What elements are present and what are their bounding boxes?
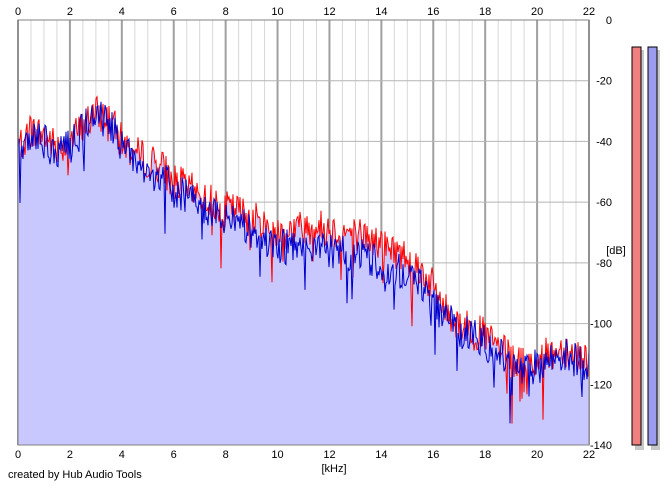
level-meter-bar — [647, 46, 658, 446]
x-tick-label-bottom: 6 — [171, 449, 177, 461]
credit-text: created by Hub Audio Tools — [8, 469, 142, 481]
level-meter-bar — [631, 46, 642, 446]
x-tick-label-top: 10 — [271, 6, 283, 18]
y-tick-label: 0 — [606, 15, 612, 27]
x-tick-label-bottom: 22 — [583, 449, 595, 461]
x-tick-label-top: 22 — [583, 6, 595, 18]
x-tick-label-bottom: 20 — [531, 449, 543, 461]
y-axis-label: [dB] — [606, 245, 626, 257]
x-tick-label-bottom: 14 — [375, 449, 387, 461]
x-tick-label-bottom: 10 — [271, 449, 283, 461]
x-tick-label-bottom: 12 — [323, 449, 335, 461]
x-tick-label-bottom: 18 — [479, 449, 491, 461]
x-tick-label-top: 2 — [67, 6, 73, 18]
y-tick-labels: 0 -20 -40 -60 -80 -100 -120 -140 — [590, 15, 612, 452]
x-tick-label-top: 8 — [223, 6, 229, 18]
x-tick-label-top: 18 — [479, 6, 491, 18]
x-tick-label-bottom: 0 — [15, 449, 21, 461]
y-tick-label: -80 — [596, 258, 612, 270]
x-axis-label: [kHz] — [321, 463, 346, 475]
x-tick-label-bottom: 2 — [67, 449, 73, 461]
series-lines — [17, 95, 590, 424]
x-tick-label-bottom: 8 — [223, 449, 229, 461]
x-tick-label-bottom: 16 — [427, 449, 439, 461]
x-tick-label-top: 16 — [427, 6, 439, 18]
y-tick-label: -140 — [590, 440, 612, 452]
x-tick-label-top: 14 — [375, 6, 387, 18]
x-tick-label-top: 12 — [323, 6, 335, 18]
y-tick-label: -20 — [596, 76, 612, 88]
x-tick-label-bottom: 4 — [119, 449, 125, 461]
x-tick-labels-bottom: 0 2 4 6 8 10 12 14 16 18 20 22 — [15, 449, 595, 461]
y-tick-label: -100 — [590, 319, 612, 331]
x-tick-labels-top: 0 2 4 6 8 10 12 14 16 18 20 22 — [15, 6, 595, 18]
x-tick-label-top: 20 — [531, 6, 543, 18]
plot-border — [17, 19, 590, 446]
y-tick-label: -60 — [596, 197, 612, 209]
y-tick-label: -120 — [590, 379, 612, 391]
y-tick-label: -40 — [596, 136, 612, 148]
plot-frame — [17, 19, 590, 446]
series-blue-line — [17, 101, 590, 424]
level-meters — [631, 46, 660, 450]
x-tick-label-top: 4 — [119, 6, 125, 18]
x-tick-label-top: 6 — [171, 6, 177, 18]
x-tick-label-top: 0 — [15, 6, 21, 18]
